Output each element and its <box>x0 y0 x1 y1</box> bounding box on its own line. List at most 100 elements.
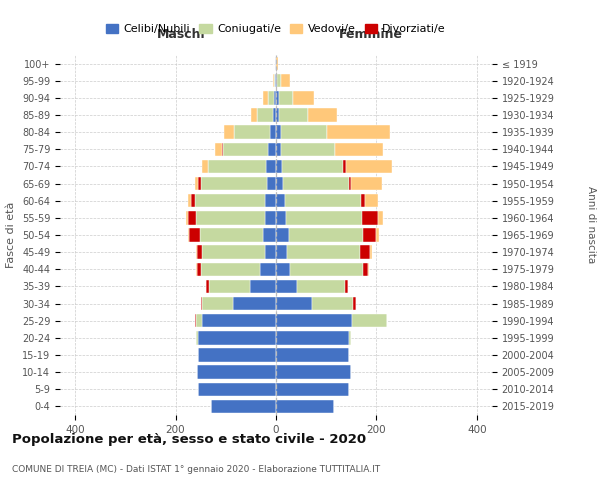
Bar <box>270 126 276 139</box>
Bar <box>278 91 293 104</box>
Bar <box>208 160 266 173</box>
Bar <box>200 262 260 276</box>
Bar <box>276 177 283 190</box>
Bar <box>202 246 265 259</box>
Bar <box>281 142 335 156</box>
Bar <box>276 228 289 241</box>
Bar <box>260 262 276 276</box>
Bar <box>365 194 379 207</box>
Bar <box>370 246 373 259</box>
Bar <box>276 194 285 207</box>
Bar <box>346 280 349 293</box>
Bar <box>285 194 361 207</box>
Bar <box>251 108 257 122</box>
Bar <box>276 126 281 139</box>
Bar <box>257 108 274 122</box>
Bar <box>201 297 202 310</box>
Bar <box>349 177 351 190</box>
Bar <box>351 177 382 190</box>
Y-axis label: Fasce di età: Fasce di età <box>7 202 16 268</box>
Bar <box>202 297 233 310</box>
Bar <box>198 382 276 396</box>
Bar <box>274 108 276 122</box>
Bar <box>286 211 362 224</box>
Bar <box>196 314 202 328</box>
Bar <box>274 91 276 104</box>
Bar <box>363 262 368 276</box>
Bar <box>265 194 276 207</box>
Bar <box>188 194 191 207</box>
Bar <box>276 57 278 70</box>
Bar <box>276 142 281 156</box>
Bar <box>276 280 297 293</box>
Bar <box>364 228 376 241</box>
Bar <box>287 246 360 259</box>
Bar <box>276 160 282 173</box>
Bar <box>276 297 312 310</box>
Bar <box>202 314 276 328</box>
Bar <box>276 400 334 413</box>
Bar <box>335 142 383 156</box>
Bar <box>276 262 290 276</box>
Bar <box>267 177 276 190</box>
Bar <box>194 194 265 207</box>
Bar <box>194 314 196 328</box>
Bar <box>308 108 337 122</box>
Bar <box>265 211 276 224</box>
Bar <box>297 280 346 293</box>
Bar <box>281 126 327 139</box>
Bar <box>276 108 278 122</box>
Bar <box>234 126 270 139</box>
Bar <box>290 262 363 276</box>
Bar <box>293 91 314 104</box>
Bar <box>215 142 222 156</box>
Bar <box>196 331 198 344</box>
Bar <box>223 142 268 156</box>
Bar <box>222 142 223 156</box>
Bar <box>276 314 352 328</box>
Bar <box>250 280 276 293</box>
Bar <box>211 400 276 413</box>
Bar <box>282 160 343 173</box>
Bar <box>276 331 349 344</box>
Bar <box>266 160 276 173</box>
Text: Popolazione per età, sesso e stato civile - 2020: Popolazione per età, sesso e stato civil… <box>12 432 366 446</box>
Bar <box>196 246 197 259</box>
Text: Anni di nascita: Anni di nascita <box>586 186 596 264</box>
Bar <box>198 331 276 344</box>
Bar <box>327 126 390 139</box>
Bar <box>189 228 200 241</box>
Bar <box>268 142 276 156</box>
Bar <box>361 194 365 207</box>
Bar <box>263 91 268 104</box>
Bar <box>278 108 308 122</box>
Bar <box>197 177 200 190</box>
Bar <box>281 74 290 88</box>
Bar <box>209 280 250 293</box>
Bar <box>276 366 352 379</box>
Bar <box>289 228 364 241</box>
Text: COMUNE DI TREIA (MC) - Dati ISTAT 1° gennaio 2020 - Elaborazione TUTTITALIA.IT: COMUNE DI TREIA (MC) - Dati ISTAT 1° gen… <box>12 466 380 474</box>
Text: Femmine: Femmine <box>339 28 403 42</box>
Bar <box>202 160 208 173</box>
Bar <box>224 126 234 139</box>
Bar <box>265 246 276 259</box>
Bar <box>274 74 275 88</box>
Bar <box>200 228 263 241</box>
Bar <box>206 280 209 293</box>
Bar <box>277 74 281 88</box>
Bar <box>362 211 379 224</box>
Bar <box>276 211 286 224</box>
Bar <box>283 177 349 190</box>
Bar <box>188 228 189 241</box>
Bar <box>198 348 276 362</box>
Bar <box>379 211 383 224</box>
Bar <box>360 246 370 259</box>
Bar <box>376 228 379 241</box>
Bar <box>368 262 370 276</box>
Bar <box>343 160 346 173</box>
Bar <box>197 246 202 259</box>
Bar <box>200 177 267 190</box>
Bar <box>276 348 349 362</box>
Bar <box>353 297 356 310</box>
